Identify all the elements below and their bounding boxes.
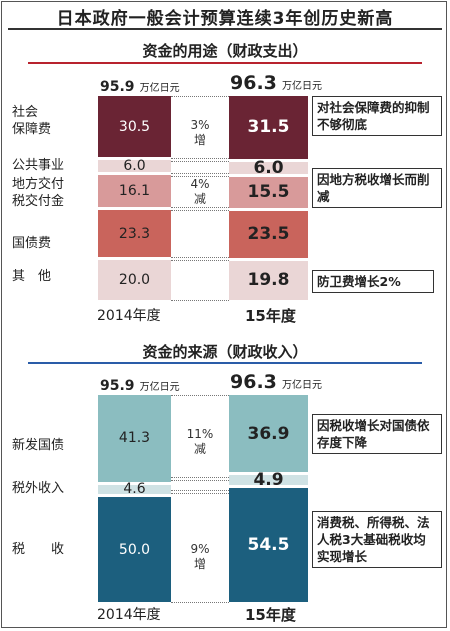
rev-change-bonds: 11% 减 [186, 427, 214, 456]
exp-change-local: 4% 减 [190, 177, 210, 206]
exp-year-2014: 2014年度 [97, 308, 161, 324]
rev-value-nontax-revenue-2014: 4.6 [123, 481, 146, 498]
exp-value-public-works-2015: 6.0 [253, 157, 284, 178]
exp-connector-line [171, 300, 229, 301]
rev-value-tax-revenue-2015: 54.5 [247, 535, 290, 556]
rev-value-new-bonds-2014: 41.3 [118, 430, 151, 447]
exp-connector-line [171, 173, 229, 174]
exp-total-2015: 96.3 万亿日元 [230, 72, 322, 94]
exp-connector-line [171, 260, 229, 261]
exp-value-debt-service-2014: 23.3 [118, 225, 151, 242]
exp-year-2015: 15年度 [245, 307, 296, 325]
callout-defense: 防卫费增长2% [312, 270, 434, 293]
exp-segment-social-security-2014: 30.5 [98, 96, 171, 158]
title-divider [8, 28, 442, 30]
rev-connector-line [171, 480, 229, 481]
rev-change-tax: 9% 增 [190, 542, 210, 571]
rev-connector-line [171, 493, 229, 494]
exp-connector-line [171, 96, 229, 97]
rev-value-new-bonds-2015: 36.9 [247, 423, 290, 444]
callout-social-security: 对社会保障费的抑制不够彻底 [312, 96, 442, 136]
exp-segment-public-works-2015: 6.0 [229, 158, 308, 178]
expenditure-title-rule [28, 62, 422, 64]
label-tax-revenue: 税 收 [12, 542, 65, 557]
rev-connector-line [171, 477, 229, 478]
rev-total-2014: 95.9 万亿日元 [100, 378, 180, 394]
page-title: 日本政府一般会计预算连续3年创历史新高 [56, 9, 394, 29]
revenue-section-title: 资金的来源（财政收入） [142, 343, 308, 361]
exp-segment-local-allocation-2015: 15.5 [229, 176, 308, 208]
rev-year-2014: 2014年度 [97, 607, 161, 623]
exp-value-other-2014: 20.0 [118, 271, 151, 288]
exp-bar-2014: 30.5 6.0 16.1 23.3 20.0 [98, 96, 171, 300]
exp-segment-other-2014: 20.0 [98, 259, 171, 300]
exp-total-2014: 95.9 万亿日元 [100, 79, 180, 95]
exp-segment-other-2015: 19.8 [229, 260, 308, 300]
label-other: 其 他 [12, 269, 52, 284]
exp-value-local-allocation-2015: 15.5 [247, 182, 290, 203]
exp-connector-line [171, 176, 229, 177]
exp-connector-line [171, 257, 229, 258]
rev-segment-tax-revenue-2014: 50.0 [98, 497, 171, 602]
exp-value-public-works-2014: 6.0 [123, 158, 146, 175]
exp-connector-line [171, 210, 229, 211]
exp-connector-line [171, 158, 229, 159]
exp-bar-2015: 31.5 6.0 15.5 23.5 19.8 [229, 96, 308, 300]
rev-segment-nontax-revenue-2015: 4.9 [229, 470, 308, 490]
exp-segment-social-security-2015: 31.5 [229, 96, 308, 159]
exp-segment-debt-service-2014: 23.3 [98, 210, 171, 257]
rev-value-tax-revenue-2014: 50.0 [118, 541, 151, 558]
rev-segment-new-bonds-2014: 41.3 [98, 395, 171, 482]
label-new-bonds: 新发国债 [12, 438, 65, 453]
exp-value-other-2015: 19.8 [247, 270, 290, 291]
exp-value-debt-service-2015: 23.5 [247, 224, 290, 245]
exp-value-local-allocation-2014: 16.1 [118, 183, 151, 200]
rev-segment-nontax-revenue-2014: 4.6 [98, 481, 171, 497]
revenue-title-rule [28, 362, 422, 364]
rev-segment-new-bonds-2015: 36.9 [229, 395, 308, 473]
exp-change-social: 3% 增 [190, 118, 210, 147]
label-local-allocation: 地方交付 税交付金 [12, 177, 65, 209]
rev-total-2015: 96.3 万亿日元 [230, 371, 322, 393]
rev-connector-line [171, 490, 229, 491]
rev-value-nontax-revenue-2015: 4.9 [253, 470, 284, 491]
exp-connector-line [171, 207, 229, 208]
rev-segment-tax-revenue-2015: 54.5 [229, 488, 308, 602]
exp-value-social-security-2014: 30.5 [118, 118, 151, 135]
label-public-works: 公共事业 [12, 158, 65, 173]
label-nontax-revenue: 税外收入 [12, 481, 65, 496]
callout-local-allocation: 因地方税收增长而削减 [312, 168, 442, 208]
label-debt-service: 国债费 [12, 236, 52, 251]
exp-segment-local-allocation-2014: 16.1 [98, 175, 171, 208]
callout-tax-growth: 消费税、所得税、法人税3大基础税收均实现增长 [312, 511, 442, 568]
rev-bar-2015: 36.9 4.9 54.5 [229, 395, 308, 602]
rev-year-2015: 15年度 [245, 606, 296, 624]
rev-connector-line [171, 395, 229, 396]
rev-connector-line [171, 602, 229, 603]
exp-segment-public-works-2014: 6.0 [98, 158, 171, 175]
callout-bond-dependency: 因税收增长对国债依存度下降 [312, 414, 442, 454]
exp-connector-line [171, 161, 229, 162]
rev-bar-2014: 41.3 4.6 50.0 [98, 395, 171, 602]
expenditure-section-title: 资金的用途（财政支出） [142, 42, 308, 60]
label-social-security: 社会 保障费 [12, 105, 52, 137]
exp-value-social-security-2015: 31.5 [247, 117, 290, 138]
exp-segment-debt-service-2015: 23.5 [229, 210, 308, 258]
